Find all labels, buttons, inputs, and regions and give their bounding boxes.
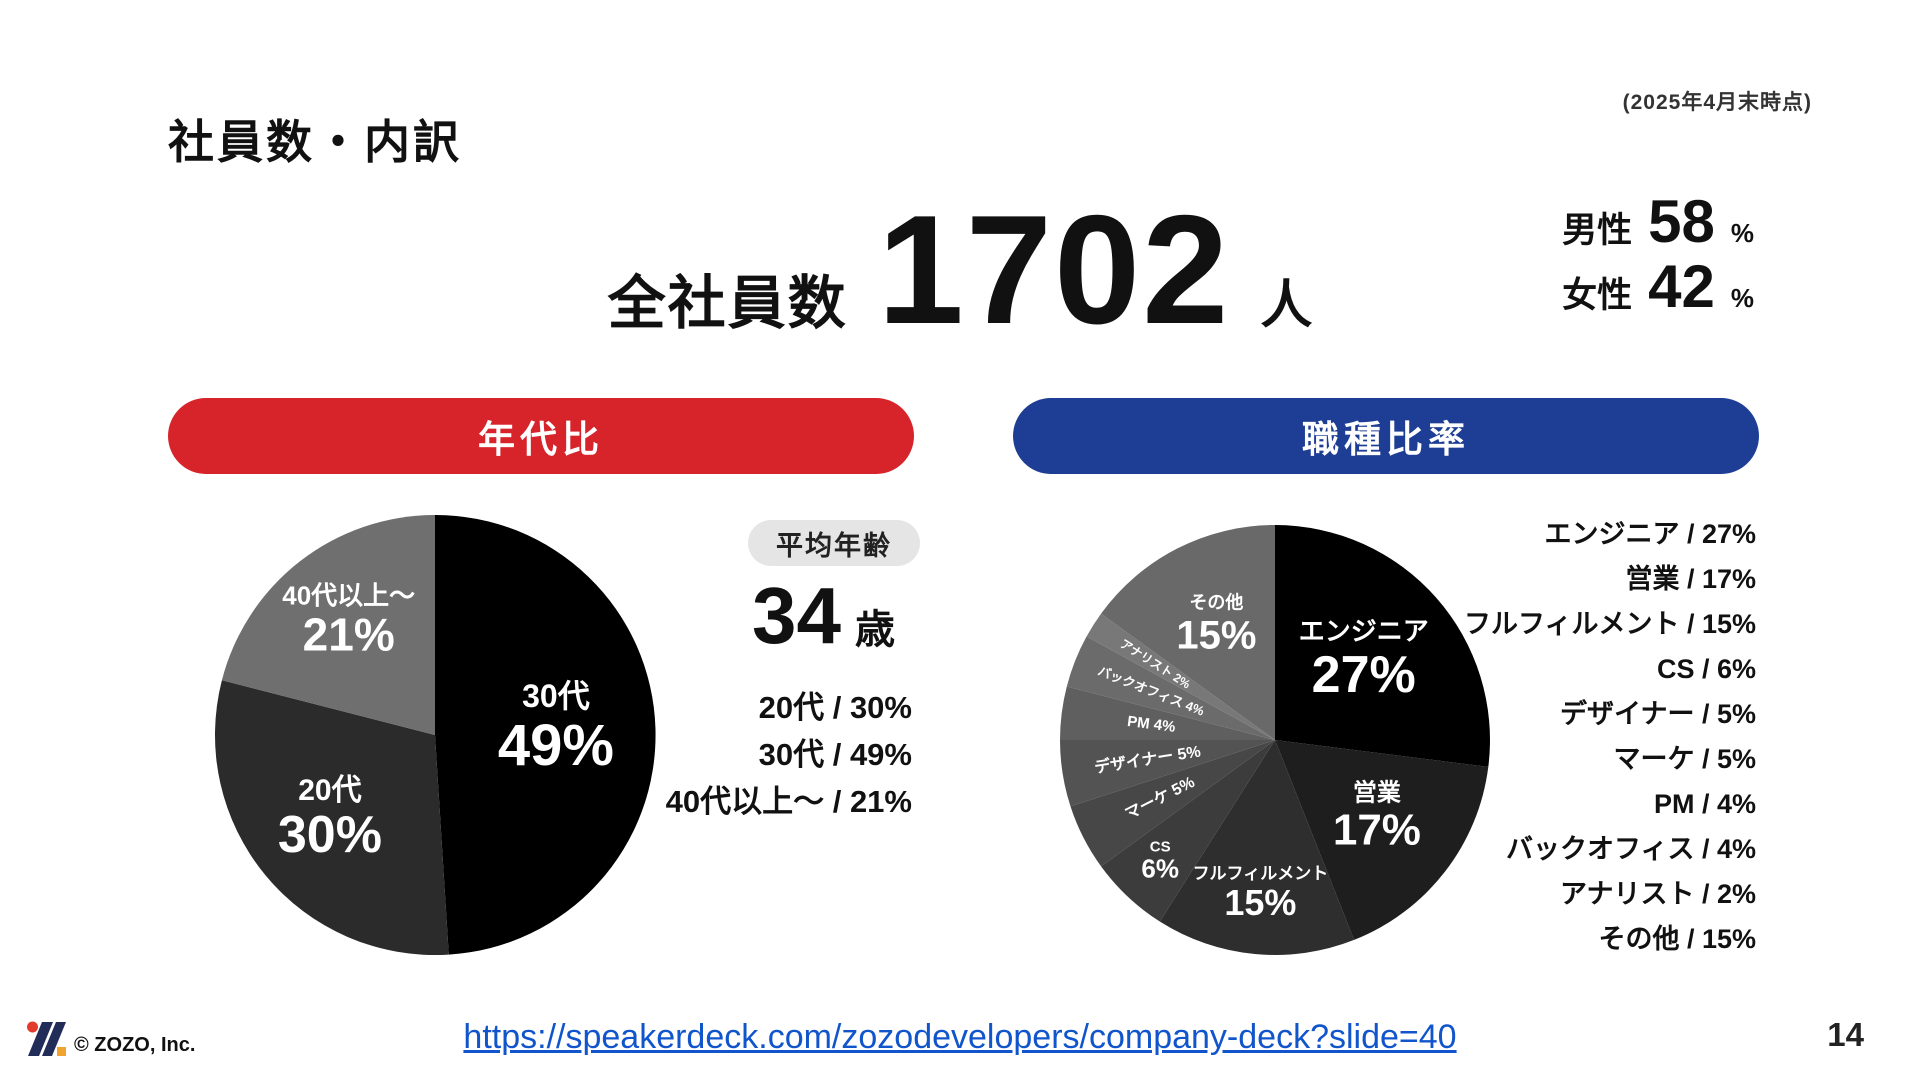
pie-label: 15% [1224,882,1296,923]
pie-slice-20代 [214,680,449,956]
pie-slice-その他 [1101,525,1275,740]
gender-stats: 男性 58 % 女性 42 % [1562,192,1754,318]
job-breakdown-item: フルフィルメント / 15% [1463,609,1756,639]
pie-slice-マーケ [1070,740,1275,867]
job-breakdown-item: マーケ / 5% [1613,744,1756,774]
male-percent-sign: % [1730,218,1754,248]
pie-label: 6% [1141,853,1179,883]
job-breakdown-list: エンジニア / 27% 営業 / 17% フルフィルメント / 15% CS /… [1464,512,1756,962]
pie-slice-30代 [435,514,656,955]
pie-label: 30% [278,806,382,864]
job-breakdown-item: アナリスト / 2% [1560,879,1756,909]
job-breakdown-item: デザイナー / 5% [1560,699,1756,729]
date-note: (2025年4月末時点) [1622,91,1812,114]
job-breakdown-item: PM / 4% [1653,789,1756,819]
age-breakdown-item: 20代 / 30% [758,690,912,725]
female-label: 女性 [1562,276,1633,315]
job-breakdown-item: 営業 / 17% [1625,564,1756,594]
pie-slice-CS [1101,740,1275,922]
pie-label: 30代 [522,678,590,714]
job-breakdown-item: CS / 6% [1656,654,1756,684]
pie-slice-エンジニア [1275,525,1490,767]
pie-label: その他 [1189,591,1243,612]
age-breakdown-item: 30代 / 49% [758,737,912,772]
pie-slice-40代以上〜 [221,515,435,735]
pie-label: PM 4% [1126,713,1176,736]
speakerdeck-link[interactable]: https://speakerdeck.com/zozodevelopers/c… [463,1018,1457,1056]
pie-label: エンジニア [1299,616,1429,646]
pie-label: 21% [303,608,395,660]
pie-label: フルフィルメント [1193,864,1329,883]
pie-slice-アナリスト [1086,613,1275,740]
male-label: 男性 [1562,211,1633,250]
pie-slice-デザイナー [1060,740,1275,807]
pie-label: 40代以上〜 [282,580,415,610]
job-breakdown-item: その他 / 15% [1598,924,1756,954]
total-employees-unit: 人 [1260,277,1313,335]
male-ratio-row: 男性 58 % [1562,192,1754,253]
average-age-unit: 歳 [854,608,895,652]
page-number: 14 [1827,1016,1864,1053]
age-breakdown-list: 20代 / 30% 30代 / 49% 40代以上〜 / 21% [666,684,912,825]
pie-label: 17% [1333,806,1421,855]
pie-label: 15% [1176,613,1256,657]
female-percent-sign: % [1730,283,1754,313]
average-age-value-row: 34 歳 [752,576,895,656]
pie-label: 27% [1312,646,1416,704]
pie-slice-営業 [1275,740,1489,940]
slide-link-container: https://speakerdeck.com/zozodevelopers/c… [0,1018,1920,1057]
pie-label: 営業 [1353,779,1401,807]
female-ratio-row: 女性 42 % [1562,257,1754,318]
job-ratio-banner: 職種比率 [1013,398,1759,474]
pie-slice-バックオフィス [1066,636,1275,740]
female-value: 42 [1648,253,1715,320]
job-breakdown-item: バックオフィス / 4% [1506,834,1756,864]
pie-slice-PM [1060,686,1275,740]
pie-label: 20代 [298,774,361,807]
job-breakdown-item: エンジニア / 27% [1544,519,1756,549]
page-title: 社員数・内訳 [168,116,462,168]
average-age-badge: 平均年齢 [748,520,920,566]
total-employees: 全社員数 1702 人 [0,192,1920,347]
pie-label: 49% [498,713,614,778]
total-employees-label: 全社員数 [607,271,848,336]
copyright: © ZOZO, Inc. [74,1034,196,1056]
total-employees-value: 1702 [877,183,1231,356]
age-ratio-banner: 年代比 [168,398,914,474]
pie-slice-フルフィルメント [1159,740,1355,955]
average-age-value: 34 [752,571,841,660]
pie-label: CS [1150,838,1171,855]
age-breakdown-item: 40代以上〜 / 21% [665,784,912,819]
zozo-logo [26,1020,68,1063]
male-value: 58 [1648,188,1715,255]
